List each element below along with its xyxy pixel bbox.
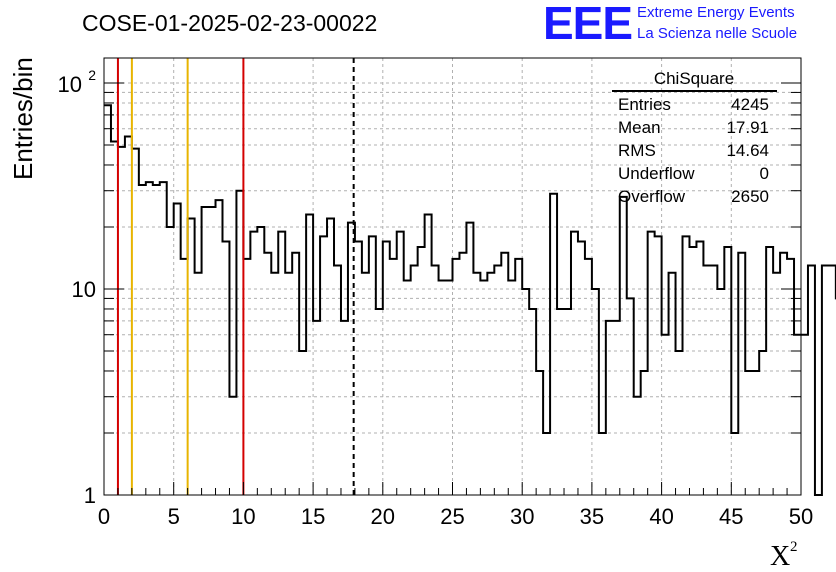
y-tick-label: 10 — [72, 277, 96, 302]
stats-label: Mean — [618, 118, 661, 137]
logo-line-2: La Scienza nelle Scuole — [637, 25, 798, 42]
x-tick-label: 5 — [168, 504, 180, 529]
x-tick-label: 40 — [649, 504, 673, 529]
x-axis-title: X — [770, 541, 790, 572]
x-tick-label: 15 — [301, 504, 325, 529]
x-tick-label: 35 — [580, 504, 604, 529]
x-axis-title-superscript: 2 — [790, 539, 798, 555]
y-axis-title: Entries/bin — [8, 57, 38, 180]
reference-lines — [116, 58, 355, 495]
eee-logo: EEE Extreme Energy Events La Scienza nel… — [543, 0, 833, 49]
logo-mark: EEE — [543, 0, 633, 49]
stats-label: Underflow — [618, 164, 695, 183]
stats-box: ChiSquare Entries 4245 Mean 17.91 RMS 14.64 Und… — [612, 69, 777, 206]
stats-title: ChiSquare — [654, 69, 734, 88]
stats-label: RMS — [618, 141, 656, 160]
y-tick-label-exponent: 2 — [88, 67, 96, 83]
x-tick-label: 30 — [510, 504, 534, 529]
stats-value: 2650 — [731, 187, 769, 206]
stats-value: 17.91 — [726, 118, 769, 137]
logo-line-1: Extreme Energy Events — [637, 4, 795, 21]
x-tick-label: 10 — [231, 504, 255, 529]
stats-label: Entries — [618, 95, 671, 114]
y-tick-label: 1 — [84, 483, 96, 508]
x-tick-label: 25 — [440, 504, 464, 529]
stats-value: 14.64 — [726, 141, 769, 160]
run-title: COSE-01-2025-02-23-00022 — [82, 10, 378, 36]
histogram-outline — [104, 104, 836, 496]
stats-label: Overflow — [618, 187, 686, 206]
y-tick-label: 10 — [58, 72, 82, 97]
x-tick-label: 50 — [789, 504, 813, 529]
x-tick-label: 45 — [719, 504, 743, 529]
histogram-series — [104, 104, 836, 496]
axis-ticks — [103, 82, 802, 496]
axis-tick-labels: 0 5 10 15 20 25 30 35 40 45 50 1 10 10 2 — [58, 67, 814, 529]
stats-value: 4245 — [731, 95, 769, 114]
x-tick-label: 0 — [98, 504, 110, 529]
stats-value: 0 — [760, 164, 769, 183]
x-tick-label: 20 — [371, 504, 395, 529]
